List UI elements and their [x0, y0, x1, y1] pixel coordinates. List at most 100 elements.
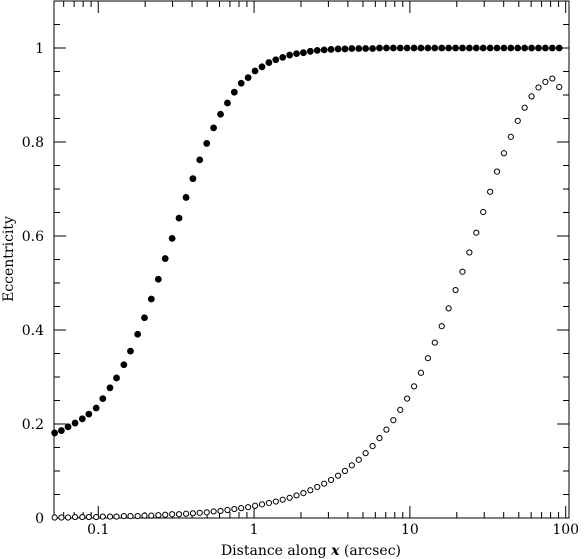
x-axis-title-var: x	[330, 543, 340, 559]
open-data-point	[51, 514, 58, 521]
filled-data-point	[493, 44, 501, 52]
open-data-point	[99, 513, 106, 520]
x-tick-label: 1	[250, 522, 259, 538]
filled-data-point	[230, 88, 238, 96]
open-data-point	[279, 496, 286, 503]
filled-data-point	[528, 44, 535, 52]
open-data-point	[162, 511, 169, 518]
open-data-point	[438, 323, 445, 330]
x-axis-title-suffix: (arcsec)	[339, 543, 401, 559]
filled-data-point	[431, 44, 439, 52]
filled-data-point	[237, 79, 245, 87]
open-data-point	[417, 369, 425, 376]
filled-data-point	[306, 47, 314, 55]
filled-data-point	[362, 45, 370, 52]
open-data-point	[196, 509, 203, 516]
open-data-point	[251, 502, 259, 509]
open-data-point	[493, 168, 501, 175]
y-tick-label: 1	[35, 41, 44, 57]
filled-data-point	[459, 44, 466, 52]
filled-data-point	[521, 44, 529, 52]
filled-data-point	[348, 45, 356, 52]
x-axis-title-prefix: Distance along	[221, 543, 331, 559]
open-data-point	[327, 476, 335, 484]
filled-data-point	[141, 314, 148, 322]
open-data-point	[521, 104, 528, 111]
filled-data-point	[258, 63, 266, 71]
filled-data-point	[438, 44, 446, 52]
open-data-point	[376, 435, 383, 442]
filled-data-point	[341, 45, 349, 53]
open-data-point	[307, 487, 314, 494]
open-data-point	[452, 286, 459, 294]
open-data-point	[64, 514, 72, 521]
open-data-point	[528, 93, 535, 100]
y-tick-label: 0.8	[22, 135, 44, 151]
filled-data-point	[57, 427, 65, 434]
filled-data-point	[99, 395, 107, 403]
filled-data-point	[555, 44, 563, 52]
filled-data-point	[500, 44, 508, 52]
filled-data-point	[182, 194, 190, 201]
filled-data-point	[113, 374, 120, 382]
filled-data-point	[369, 45, 376, 52]
filled-data-point	[410, 44, 418, 52]
open-data-point	[155, 512, 162, 519]
filled-data-point	[452, 44, 459, 52]
filled-data-point	[120, 361, 128, 369]
open-data-point	[369, 442, 376, 450]
filled-data-point	[279, 54, 287, 61]
open-data-point	[217, 507, 224, 515]
open-data-point	[93, 513, 100, 521]
filled-data-point	[161, 255, 169, 262]
filled-data-point	[507, 44, 515, 52]
filled-data-point	[479, 44, 487, 52]
filled-data-point	[85, 410, 93, 418]
open-data-point	[203, 509, 210, 516]
y-axis-title: Eccentricity	[1, 216, 17, 302]
filled-data-point	[293, 50, 300, 58]
filled-data-point	[147, 295, 155, 303]
open-data-point	[127, 513, 134, 520]
open-data-point	[480, 208, 487, 216]
x-tick-label: 10	[401, 522, 419, 538]
filled-data-point	[542, 44, 549, 52]
filled-data-point	[417, 44, 425, 52]
open-data-point	[535, 84, 542, 91]
filled-data-point	[168, 234, 176, 242]
open-data-point	[113, 513, 120, 520]
y-tick-label: 0.4	[22, 323, 44, 339]
filled-data-point	[71, 419, 79, 427]
open-data-point	[507, 133, 514, 140]
open-data-point	[314, 483, 321, 491]
open-data-point	[514, 117, 521, 124]
filled-data-point	[327, 46, 335, 53]
y-tick-label: 0	[35, 511, 44, 527]
open-data-point	[549, 75, 556, 82]
x-axis-title: Distance along x (arcsec)	[221, 543, 401, 559]
open-data-point	[542, 78, 549, 85]
filled-data-point	[465, 44, 473, 52]
filled-data-point	[244, 74, 252, 82]
open-data-point	[210, 508, 217, 515]
open-data-point	[79, 513, 86, 521]
axis-ticks: 0.1 1 10 100 0 0.2 0.4 0.6 0.8 1	[22, 0, 579, 538]
filled-data-point	[134, 330, 142, 338]
open-data-point	[58, 514, 65, 521]
data-points	[51, 44, 563, 521]
open-data-point	[175, 511, 183, 518]
plot-frame	[53, 0, 570, 519]
open-data-point	[348, 462, 355, 469]
x-tick-label: 100	[552, 522, 579, 538]
filled-data-point	[334, 45, 342, 53]
open-data-point	[355, 456, 362, 463]
open-data-point	[238, 505, 245, 512]
open-data-point	[397, 406, 404, 413]
open-data-point	[231, 505, 238, 513]
filled-data-point	[224, 99, 231, 107]
open-data-point	[404, 395, 411, 402]
open-data-point	[148, 512, 155, 519]
open-data-point	[169, 511, 176, 518]
filled-data-point	[51, 429, 59, 437]
open-data-point	[85, 513, 92, 521]
